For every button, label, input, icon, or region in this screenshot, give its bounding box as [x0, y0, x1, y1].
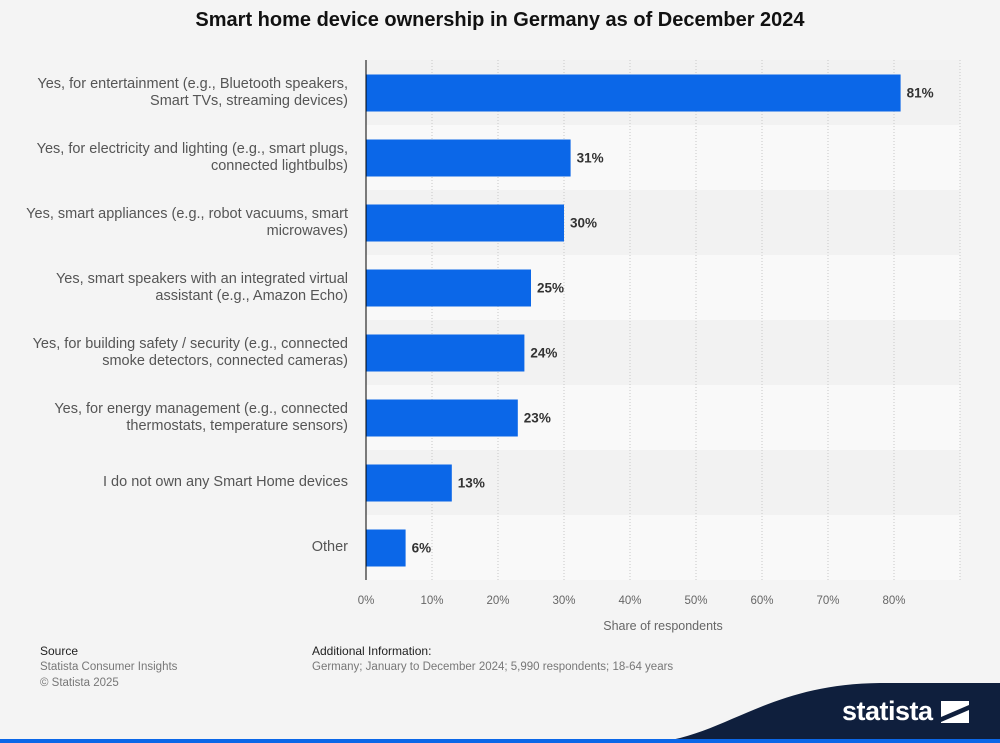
- brand-name: statista: [842, 696, 933, 726]
- source-heading: Source: [40, 644, 79, 658]
- row-band: [366, 515, 960, 580]
- x-tick-label: 40%: [618, 595, 641, 607]
- x-tick-label: 50%: [684, 595, 707, 607]
- bar-value-label: 81%: [907, 86, 934, 101]
- statista-logo[interactable]: statista: [842, 696, 969, 727]
- x-tick-label: 0%: [358, 595, 375, 607]
- x-tick-label: 10%: [420, 595, 443, 607]
- y-category-label: Yes, smart speakers with an integrated v…: [55, 270, 348, 304]
- source-line: Statista Consumer Insights: [40, 661, 178, 673]
- bar: [366, 204, 564, 242]
- chart-title: Smart home device ownership in Germany a…: [195, 9, 805, 31]
- additional-info-block: Additional Information: Germany; January…: [312, 643, 673, 675]
- y-category-label: Yes, for building safety / security (e.g…: [32, 335, 348, 369]
- y-category-label: Yes, for entertainment (e.g., Bluetooth …: [37, 75, 348, 109]
- bar: [366, 529, 406, 567]
- copyright-line: © Statista 2025: [40, 677, 119, 689]
- bar-value-label: 25%: [537, 281, 564, 296]
- bar: [366, 399, 518, 437]
- y-category-label: I do not own any Smart Home devices: [102, 474, 348, 490]
- bar: [366, 334, 525, 372]
- bar-value-label: 23%: [524, 411, 551, 426]
- bar: [366, 269, 531, 307]
- y-category-label: Yes, for energy management (e.g., connec…: [54, 400, 348, 434]
- bar-value-label: 13%: [458, 476, 485, 491]
- bar: [366, 74, 901, 112]
- y-category-label: Yes, for electricity and lighting (e.g.,…: [36, 140, 348, 174]
- x-tick-label: 60%: [750, 595, 773, 607]
- bar-value-label: 30%: [570, 216, 597, 231]
- bar: [366, 464, 452, 502]
- x-axis-title: Share of respondents: [603, 619, 723, 633]
- additional-info-heading: Additional Information:: [312, 644, 432, 658]
- bar-value-label: 24%: [530, 346, 557, 361]
- source-block: Source Statista Consumer Insights © Stat…: [40, 643, 177, 691]
- bar: [366, 139, 571, 177]
- statista-flag-icon: [940, 700, 969, 723]
- x-tick-label: 70%: [816, 595, 839, 607]
- x-tick-label: 20%: [486, 595, 509, 607]
- y-category-label: Other: [311, 539, 348, 555]
- bar-value-label: 31%: [577, 151, 604, 166]
- bar-value-label: 6%: [412, 541, 432, 556]
- row-band: [366, 450, 960, 515]
- additional-info-text: Germany; January to December 2024; 5,990…: [312, 661, 674, 673]
- x-tick-label: 80%: [882, 595, 905, 607]
- x-tick-label: 30%: [552, 595, 575, 607]
- y-category-label: Yes, smart appliances (e.g., robot vacuu…: [26, 205, 348, 239]
